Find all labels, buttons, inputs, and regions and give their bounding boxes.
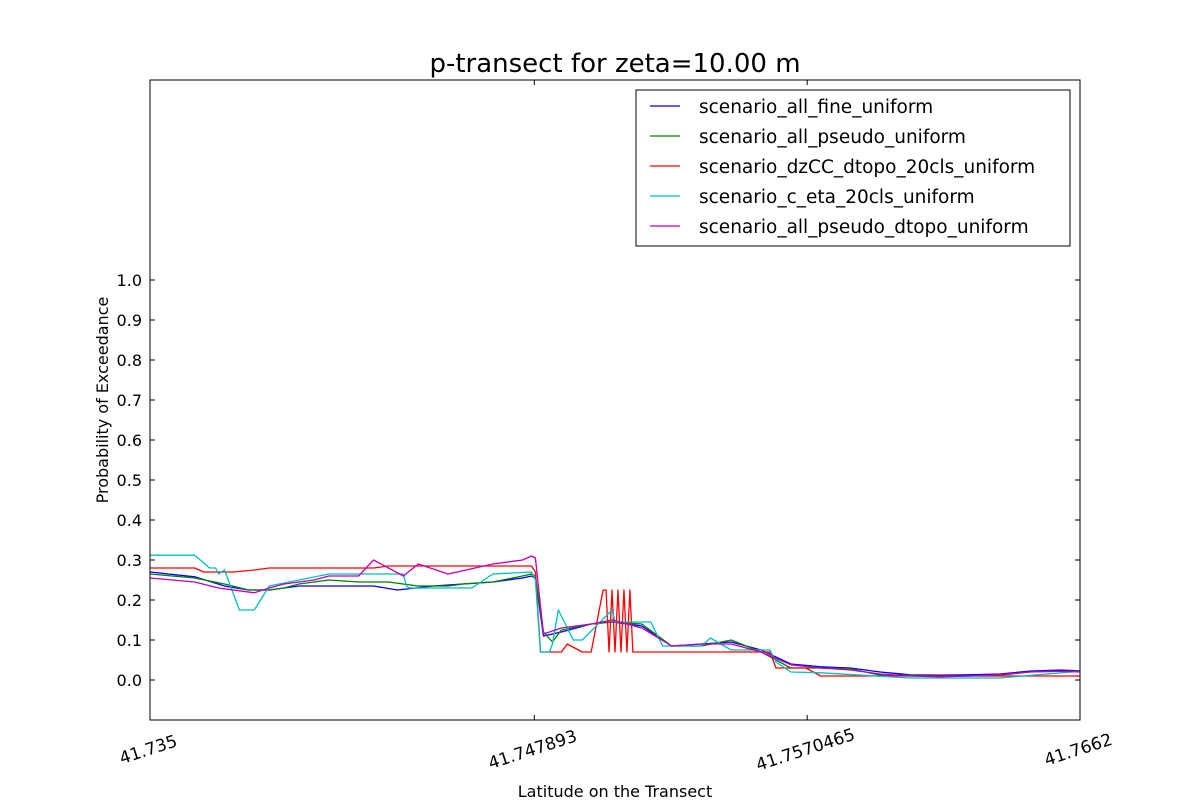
y-tick-label: 0.5 xyxy=(117,471,142,490)
series-line-4 xyxy=(150,554,1081,679)
chart-title: p-transect for zeta=10.00 m xyxy=(429,49,800,79)
legend-label: scenario_c_eta_20cls_uniform xyxy=(699,187,975,208)
series-layer xyxy=(149,554,1081,679)
y-tick-label: 0.1 xyxy=(117,631,142,650)
series-line-3 xyxy=(150,565,1080,677)
y-tick-label: 0.2 xyxy=(117,591,142,610)
y-tick-label: 0.6 xyxy=(117,431,142,450)
y-tick-label: 0.0 xyxy=(117,671,142,690)
legend-frame xyxy=(635,89,1071,247)
y-axis-label: Probability of Exceedance xyxy=(93,297,112,504)
legend: scenario_all_fine_uniform scenario_all_ps… xyxy=(635,89,1071,247)
legend-label: scenario_all_pseudo_uniform xyxy=(699,127,966,148)
legend-label: scenario_dzCC_dtopo_20cls_uniform xyxy=(699,157,1035,178)
y-tick-label: 0.3 xyxy=(117,551,142,570)
legend-label: scenario_all_fine_uniform xyxy=(699,97,933,118)
x-axis-label: Latitude on the Transect xyxy=(518,782,713,800)
y-tick-label: 0.4 xyxy=(117,511,142,530)
legend-label: scenario_all_pseudo_dtopo_uniform xyxy=(699,217,1029,238)
y-tick-label: 0.8 xyxy=(117,351,142,370)
y-tick-label: 1.0 xyxy=(117,271,142,290)
y-tick-label: 0.9 xyxy=(117,311,142,330)
series-line-5 xyxy=(149,555,1081,678)
y-tick-label: 0.7 xyxy=(117,391,142,410)
